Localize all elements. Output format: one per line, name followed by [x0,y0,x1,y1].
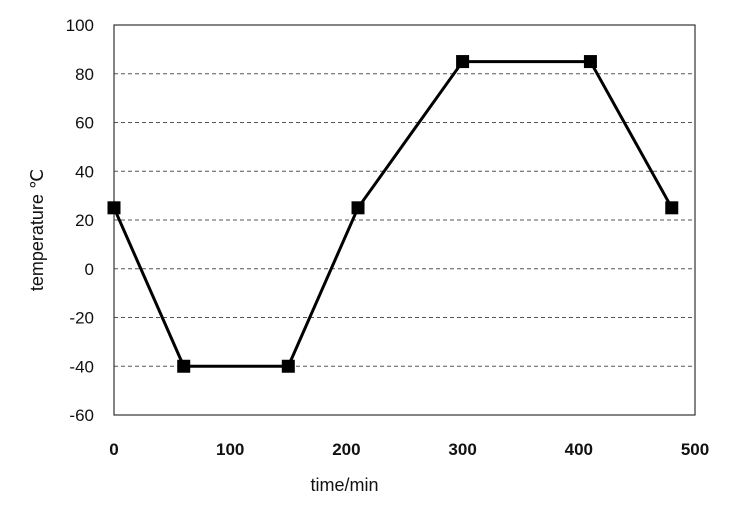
y-axis-tick-labels: -60 -40 -20 0 20 40 60 80 100 [66,16,94,425]
y-tick-label: 0 [85,260,94,279]
data-point-marker [456,55,470,69]
plot-area-frame [113,24,696,416]
y-tick-label: 20 [75,211,94,230]
data-point-marker [107,201,121,215]
data-point-marker [281,359,295,373]
data-point-marker [583,55,597,69]
x-tick-label: 500 [681,440,709,459]
series-layer [107,55,679,373]
x-tick-label: 300 [448,440,476,459]
y-tick-label: -60 [69,406,94,425]
x-tick-label: 200 [332,440,360,459]
y-axis-title: temperature ℃ [27,169,47,291]
y-tick-label: -20 [69,309,94,328]
x-axis-tick-labels: 0 100 200 300 400 500 [109,440,709,459]
data-point-marker [665,201,679,215]
y-tick-label: 100 [66,16,94,35]
y-tick-label: 40 [75,162,94,181]
y-tick-label: 60 [75,114,94,133]
x-tick-label: 100 [216,440,244,459]
y-tick-label: -40 [69,357,94,376]
data-point-marker [177,359,191,373]
x-tick-label: 400 [565,440,593,459]
x-axis-title: time/min [310,475,378,495]
data-point-marker [351,201,365,215]
x-tick-label: 0 [109,440,118,459]
y-tick-label: 80 [75,65,94,84]
